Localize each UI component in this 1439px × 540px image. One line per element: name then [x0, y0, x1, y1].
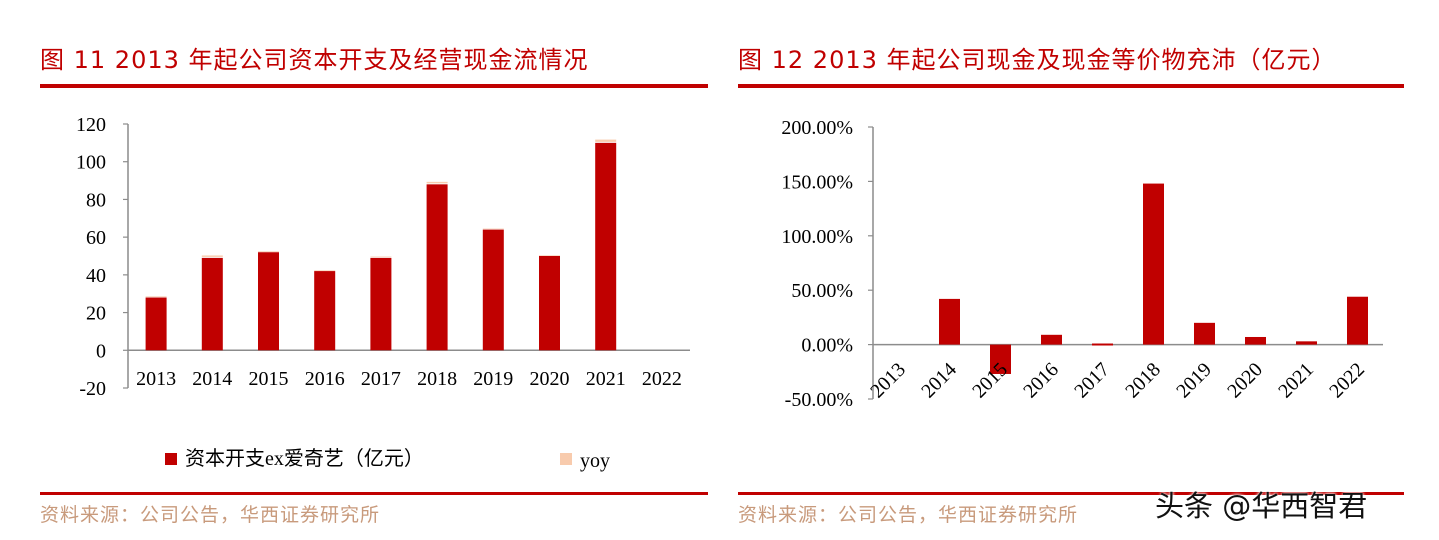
left-title-rule — [40, 84, 708, 88]
right-figure-panel: 图 12 2013 年起公司现金及现金等价物充沛（亿元） -50.00% 0.00… — [738, 0, 1404, 540]
y-tick-label: 20 — [86, 303, 106, 325]
y-tick-label: -50.00% — [785, 389, 853, 411]
cash-bar — [1194, 322, 1215, 345]
capex-bar — [145, 297, 167, 351]
y-tick-label: 40 — [86, 265, 106, 287]
cash-bar — [990, 344, 1011, 374]
legend-swatch-yoy — [560, 453, 572, 465]
cash-bar — [1245, 336, 1266, 345]
y-tick-label: 50.00% — [791, 280, 853, 302]
cash-bar — [1347, 296, 1368, 345]
capex-bar — [314, 271, 336, 351]
capex-bar — [258, 252, 279, 351]
capex-bar — [426, 184, 448, 351]
y-tick-label: 60 — [86, 227, 106, 249]
cash-bar — [1041, 334, 1062, 345]
yoy-bar — [258, 251, 279, 252]
x-tick-label: 2020 — [1223, 359, 1267, 403]
watermark-text: 头条 @华西智君 — [1155, 489, 1368, 523]
left-source-rule — [40, 492, 708, 495]
y-tick-label: 150.00% — [781, 171, 853, 193]
capex-bar — [595, 142, 617, 351]
x-tick-label: 2018 — [1121, 359, 1165, 403]
yoy-bar — [201, 255, 223, 257]
x-tick-label: 2019 — [1172, 359, 1216, 403]
x-tick-label: 2019 — [473, 368, 513, 390]
cash-bar — [1143, 183, 1164, 345]
x-tick-label: 2016 — [305, 368, 345, 390]
x-tick-label: 2018 — [417, 368, 457, 390]
y-tick-label: 120 — [76, 114, 106, 136]
yoy-bar — [314, 270, 336, 271]
y-tick-label: 100 — [76, 152, 106, 174]
x-tick-label: 2017 — [361, 368, 401, 390]
legend-label-yoy: yoy — [580, 450, 610, 472]
right-title-rule — [738, 84, 1404, 88]
left-bar-chart: -20 0 20 40 60 80 100 120 2013 2014 2015 2016 2017 20… — [76, 114, 690, 472]
y-tick-label: 0.00% — [801, 335, 853, 357]
x-tick-label: 2020 — [530, 368, 570, 390]
cash-bar — [1296, 341, 1317, 345]
yoy-bar — [426, 181, 448, 184]
left-source-note: 资料来源：公司公告，华西证券研究所 — [40, 504, 381, 526]
cash-bar — [939, 298, 960, 345]
x-tick-label: 2016 — [1019, 359, 1063, 403]
y-tick-label: 100.00% — [781, 226, 853, 248]
x-tick-label: 2022 — [642, 368, 682, 390]
right-source-rule — [738, 492, 1404, 495]
x-tick-label: 2021 — [1274, 359, 1318, 403]
x-tick-label: 2017 — [1070, 359, 1114, 403]
x-tick-label: 2021 — [586, 368, 626, 390]
capex-bar — [370, 257, 392, 351]
legend-label-capex: 资本开支ex爱奇艺（亿元） — [185, 447, 424, 470]
left-figure-title: 图 11 2013 年起公司资本开支及经营现金流情况 — [40, 46, 589, 74]
x-tick-label: 2014 — [917, 359, 961, 403]
yoy-bar — [145, 296, 167, 297]
yoy-bar — [595, 139, 617, 142]
x-tick-label: 2014 — [192, 368, 232, 390]
y-tick-label: 200.00% — [781, 117, 853, 139]
y-tick-label: -20 — [79, 378, 106, 400]
yoy-bar — [482, 228, 504, 230]
right-figure-title: 图 12 2013 年起公司现金及现金等价物充沛（亿元） — [738, 46, 1337, 74]
right-source-note: 资料来源：公司公告，华西证券研究所 — [738, 504, 1079, 526]
legend-swatch-capex — [165, 453, 177, 465]
y-tick-label: 80 — [86, 189, 106, 211]
yoy-bar — [539, 255, 560, 256]
x-tick-label: 2022 — [1325, 359, 1369, 403]
yoy-bar — [370, 256, 392, 258]
x-tick-label: 2015 — [249, 368, 289, 390]
capex-bar — [201, 257, 223, 351]
left-figure-panel: 图 11 2013 年起公司资本开支及经营现金流情况 -20 0 20 40 60 80 1… — [40, 0, 708, 540]
capex-bar — [482, 229, 504, 351]
right-bar-chart: -50.00% 0.00% 50.00% 100.00% 150.00% 200.00% 2… — [781, 117, 1383, 411]
y-tick-label: 0 — [96, 340, 106, 362]
capex-bar — [539, 256, 560, 351]
cash-bar — [1092, 343, 1113, 346]
x-tick-label: 2013 — [136, 368, 176, 390]
